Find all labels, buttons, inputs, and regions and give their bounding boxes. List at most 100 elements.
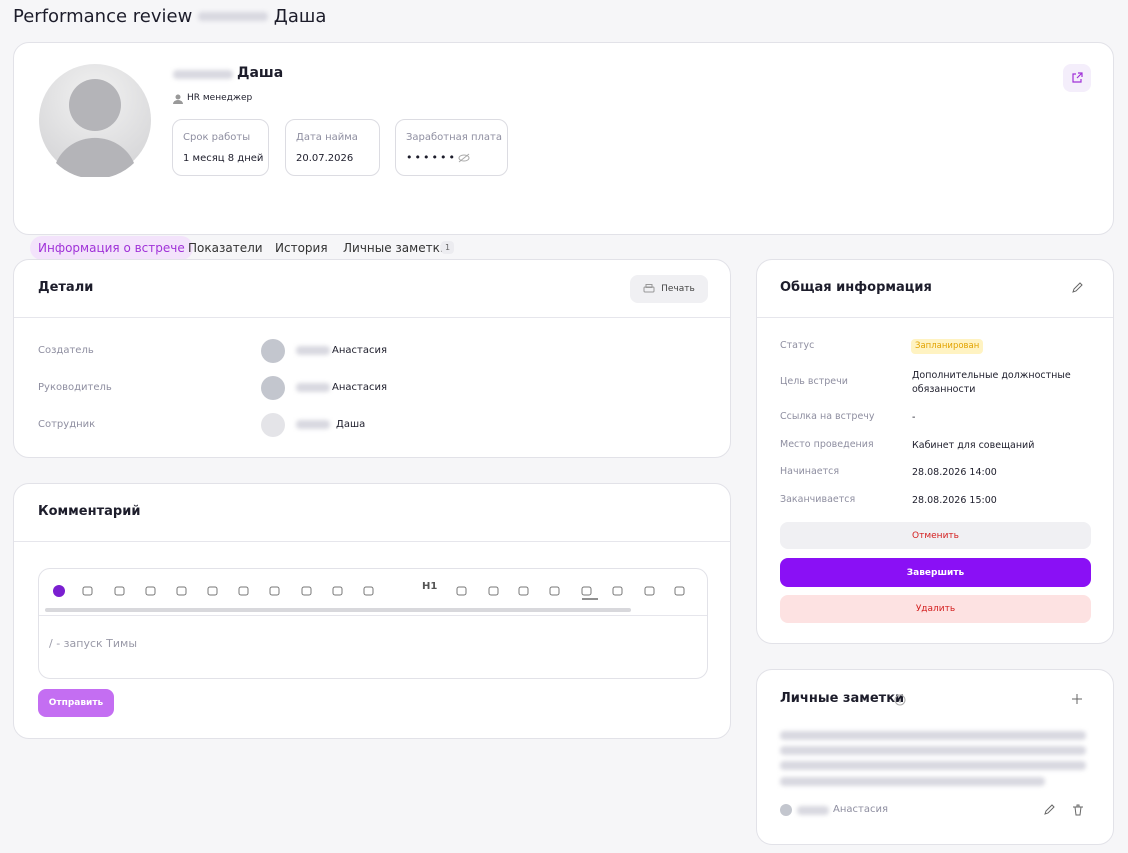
blurred [797, 806, 829, 815]
blurred [173, 70, 233, 79]
toolbar-icon[interactable] [53, 585, 65, 597]
divider [14, 541, 730, 542]
blurred [780, 777, 1045, 786]
delete-icon[interactable] [1072, 804, 1084, 816]
detail-label: Руководитель [38, 382, 112, 393]
status-badge: Запланирован [911, 339, 984, 354]
tab[interactable]: Информация о встрече [30, 236, 193, 260]
toolbar-icon[interactable] [363, 586, 374, 596]
editor[interactable]: H1 / - запуск Тимы [38, 568, 708, 679]
details-card: Детали Печать Создатель Анастасия Руководи… [13, 259, 731, 458]
author-avatar [780, 804, 792, 816]
toolbar [53, 585, 685, 600]
tab[interactable]: Показатели [188, 241, 263, 255]
info-label: Заканчивается [780, 494, 856, 505]
stat-box: Срок работы 1 месяц 8 дней [172, 119, 269, 176]
info-label: Место проведения [780, 439, 874, 450]
info-value: 28.08.2026 14:00 [912, 467, 997, 478]
toolbar-icon[interactable] [581, 586, 592, 596]
info-label: Цель встречи [780, 376, 848, 387]
edit-icon[interactable] [1043, 804, 1055, 816]
heading-button[interactable]: H1 [422, 581, 438, 592]
info-label: Ссылка на встречу [780, 411, 875, 422]
page-title: Performance review Даша [13, 6, 326, 27]
placeholder[interactable]: / - запуск Тимы [49, 637, 137, 650]
toolbar-icon[interactable] [456, 586, 467, 596]
toolbar-icon[interactable] [207, 586, 218, 596]
toolbar-icon[interactable] [332, 586, 343, 596]
delete-button[interactable]: Удалить [780, 595, 1091, 623]
cancel-button[interactable]: Отменить [780, 522, 1091, 549]
profile-card: Даша HR менеджер Срок работы 1 месяц 8 дн… [13, 42, 1114, 260]
icon [1072, 72, 1083, 83]
blurred [780, 746, 1086, 755]
notes-card: Личные заметки Анастасия [756, 669, 1114, 845]
avatar [39, 64, 151, 177]
card-title: Детали [38, 280, 94, 295]
card-title: Общая информация [780, 280, 932, 295]
toolbar-icon[interactable] [612, 586, 623, 596]
blurred [198, 12, 269, 21]
person-name: Даша [336, 419, 366, 430]
print-text: Печать [661, 284, 695, 294]
edit-icon[interactable] [1071, 282, 1083, 294]
toolbar-icon[interactable] [488, 586, 499, 596]
info-value: 28.08.2026 15:00 [912, 495, 997, 506]
employee-name: Даша [237, 65, 284, 81]
blurred [296, 383, 330, 392]
card-title: Комментарий [38, 504, 141, 519]
toolbar-icon[interactable] [145, 586, 156, 596]
toolbar-icon[interactable] [674, 586, 685, 596]
person-name: Анастасия [332, 345, 387, 356]
toolbar-icon[interactable] [301, 586, 312, 596]
comment-card: Комментарий H1 / - запуск Тимы Отправить [13, 483, 731, 739]
tab[interactable]: Личные заметки [343, 241, 448, 255]
blurred [296, 346, 330, 355]
info-value: Дополнительные должностные обязанности [912, 370, 1071, 395]
stat-label: Заработная плата [406, 132, 502, 143]
info-value: Кабинет для совещаний [912, 440, 1035, 451]
open-button[interactable] [1063, 64, 1091, 92]
title-name: Даша [273, 6, 327, 27]
toolbar-icon[interactable] [176, 586, 187, 596]
tab[interactable]: История [275, 241, 328, 255]
stat-box: Дата найма 20.07.2026 [285, 119, 380, 176]
blurred [780, 731, 1086, 740]
toolbar-icon[interactable] [549, 586, 560, 596]
person-avatar [261, 376, 285, 400]
stat-value: 1 месяц 8 дней [183, 153, 264, 164]
toolbar-icon[interactable] [114, 586, 125, 596]
toolbar-icon[interactable] [644, 586, 655, 596]
stat-value: •••••• [406, 151, 457, 164]
divider [14, 317, 730, 318]
toolbar-icon[interactable] [238, 586, 249, 596]
info-icon [894, 694, 906, 706]
stat-label: Срок работы [183, 132, 251, 143]
stat-label: Дата найма [296, 132, 358, 143]
scrollbar [45, 608, 631, 612]
person-avatar [261, 339, 285, 363]
icon [643, 284, 655, 293]
divider [39, 615, 707, 616]
employee-role: HR менеджер [187, 93, 253, 103]
add-icon[interactable] [1071, 693, 1083, 705]
info-value: - [912, 412, 916, 423]
toolbar-icon[interactable] [518, 586, 529, 596]
card-title: Личные заметки [780, 691, 905, 706]
info-card: Общая информация Статус Запланирован Цель … [756, 259, 1114, 644]
detail-label: Сотрудник [38, 419, 96, 430]
toolbar-icon[interactable] [269, 586, 280, 596]
finish-button[interactable]: Завершить [780, 558, 1091, 587]
print-button[interactable]: Печать [630, 275, 708, 303]
role-icon [173, 94, 183, 104]
person-avatar [261, 413, 285, 437]
info-label: Начинается [780, 466, 840, 477]
detail-label: Создатель [38, 345, 94, 356]
note-author: Анастасия [833, 804, 888, 815]
toggle-visibility[interactable] [458, 153, 470, 163]
tab-badge: 1 [441, 241, 454, 254]
blurred [780, 761, 1086, 770]
submit-button[interactable]: Отправить [38, 689, 114, 717]
toolbar-icon[interactable] [82, 586, 93, 596]
